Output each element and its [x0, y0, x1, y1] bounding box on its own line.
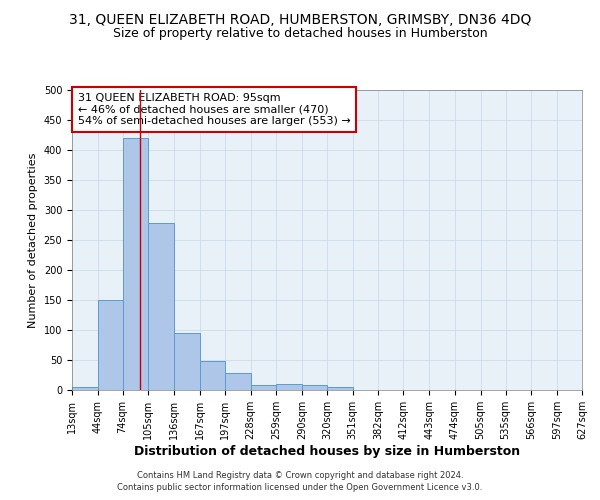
- Text: 31 QUEEN ELIZABETH ROAD: 95sqm
← 46% of detached houses are smaller (470)
54% of: 31 QUEEN ELIZABETH ROAD: 95sqm ← 46% of …: [77, 93, 350, 126]
- Bar: [225, 373, 251, 390]
- Bar: [122, 138, 148, 390]
- Bar: [251, 385, 277, 390]
- X-axis label: Distribution of detached houses by size in Humberston: Distribution of detached houses by size …: [134, 444, 520, 458]
- Bar: [302, 385, 327, 390]
- Bar: [200, 360, 225, 390]
- Bar: [327, 387, 353, 390]
- Text: Contains public sector information licensed under the Open Government Licence v3: Contains public sector information licen…: [118, 484, 482, 492]
- Bar: [98, 300, 122, 390]
- Bar: [174, 333, 200, 390]
- Bar: [277, 384, 302, 390]
- Bar: [148, 223, 174, 390]
- Text: Size of property relative to detached houses in Humberston: Size of property relative to detached ho…: [113, 28, 487, 40]
- Y-axis label: Number of detached properties: Number of detached properties: [28, 152, 38, 328]
- Text: 31, QUEEN ELIZABETH ROAD, HUMBERSTON, GRIMSBY, DN36 4DQ: 31, QUEEN ELIZABETH ROAD, HUMBERSTON, GR…: [69, 12, 531, 26]
- Text: Contains HM Land Registry data © Crown copyright and database right 2024.: Contains HM Land Registry data © Crown c…: [137, 471, 463, 480]
- Bar: [72, 387, 98, 390]
